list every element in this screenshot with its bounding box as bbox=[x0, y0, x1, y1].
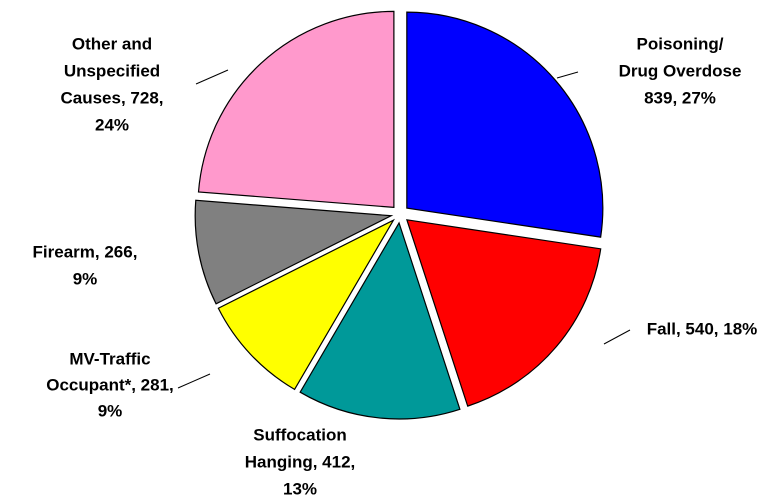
slice-label: 9% bbox=[98, 401, 123, 420]
slice-label: 839, 27% bbox=[644, 88, 716, 107]
slice-label: Firearm, 266, bbox=[33, 242, 138, 261]
slice-label: Causes, 728, bbox=[60, 88, 163, 107]
pie-slice bbox=[194, 199, 394, 305]
slice-label: Drug Overdose bbox=[619, 61, 742, 80]
slice-label: Hanging, 412, bbox=[245, 452, 356, 471]
slice-label: Other and bbox=[72, 34, 152, 53]
slice-label: Poisoning/ bbox=[637, 34, 724, 53]
slice-label: MV-Traffic bbox=[69, 349, 150, 368]
pie-slice bbox=[406, 219, 602, 407]
slice-label: 9% bbox=[73, 269, 98, 288]
slice-label: Suffocation bbox=[253, 425, 347, 444]
leader-line bbox=[556, 71, 579, 79]
leader-line bbox=[195, 69, 229, 85]
leader-line bbox=[603, 329, 631, 345]
pie-slice bbox=[299, 221, 461, 420]
slice-label: 13% bbox=[283, 479, 317, 498]
pie-slice bbox=[217, 218, 395, 391]
slice-label: Unspecified bbox=[64, 61, 160, 80]
slice-label: Fall, 540, 18% bbox=[647, 319, 758, 338]
leader-line bbox=[177, 373, 211, 389]
slice-label: 24% bbox=[95, 115, 129, 134]
pie-slice bbox=[197, 10, 395, 209]
slice-label: Occupant*, 281, bbox=[46, 375, 174, 394]
pie-slice bbox=[406, 11, 604, 238]
